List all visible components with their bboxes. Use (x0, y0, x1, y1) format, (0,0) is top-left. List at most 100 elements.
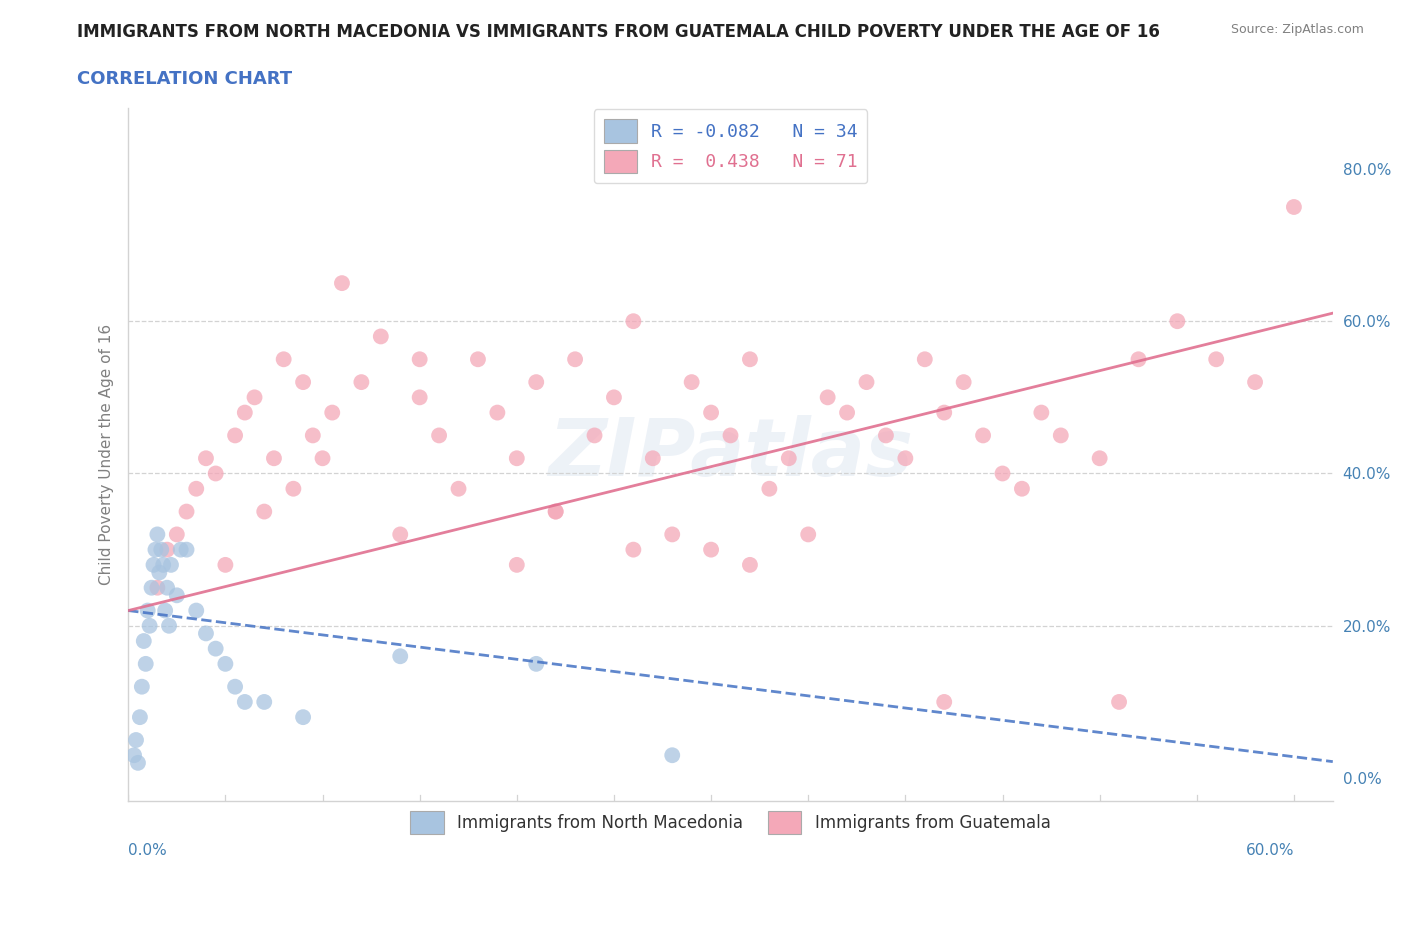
Point (160, 557, 183, 572)
Point (330, 275, 353, 290)
Point (176, 542, 198, 557)
Point (661, 748, 683, 763)
Point (176, 504, 198, 519)
Point (621, 542, 644, 557)
Point (204, 466, 226, 481)
Point (166, 527, 188, 542)
Point (700, 542, 723, 557)
Point (408, 390, 430, 405)
Point (603, 390, 626, 405)
Point (214, 557, 236, 572)
Point (170, 542, 193, 557)
Point (311, 451, 333, 466)
Point (1205, 352, 1227, 366)
Point (131, 679, 153, 694)
Point (681, 375, 703, 390)
Point (778, 451, 800, 466)
Point (1088, 451, 1111, 466)
Point (1031, 405, 1053, 420)
Point (894, 451, 917, 466)
Point (1128, 352, 1150, 366)
Point (204, 641, 226, 656)
Point (855, 375, 877, 390)
Point (506, 557, 529, 572)
Text: CORRELATION CHART: CORRELATION CHART (77, 70, 292, 87)
Point (194, 451, 217, 466)
Point (194, 626, 217, 641)
Point (141, 580, 163, 595)
Point (132, 633, 155, 648)
Point (486, 405, 509, 420)
Point (952, 375, 974, 390)
Point (583, 428, 606, 443)
Point (136, 604, 159, 618)
Point (292, 375, 315, 390)
Point (321, 405, 343, 420)
Point (146, 580, 169, 595)
Point (370, 329, 392, 344)
Point (166, 588, 188, 603)
Point (389, 649, 412, 664)
Text: Source: ZipAtlas.com: Source: ZipAtlas.com (1230, 23, 1364, 36)
Point (152, 557, 174, 572)
Point (544, 504, 567, 519)
Point (186, 482, 208, 497)
Point (621, 313, 644, 328)
Point (797, 527, 820, 542)
Point (524, 657, 547, 671)
Point (467, 352, 489, 366)
Point (835, 405, 858, 420)
Point (301, 428, 323, 443)
Point (447, 482, 470, 497)
Point (273, 352, 295, 366)
Y-axis label: Child Poverty Under the Age of 16: Child Poverty Under the Age of 16 (100, 324, 114, 585)
Point (875, 428, 897, 443)
Point (156, 542, 179, 557)
Point (544, 504, 567, 519)
Point (817, 390, 839, 405)
Point (408, 352, 430, 366)
Point (661, 527, 683, 542)
Point (186, 604, 208, 618)
Point (153, 604, 176, 618)
Point (720, 428, 742, 443)
Text: ZIPatlas: ZIPatlas (548, 416, 912, 494)
Point (1011, 482, 1033, 497)
Point (135, 657, 157, 671)
Point (972, 428, 994, 443)
Point (506, 451, 529, 466)
Point (224, 679, 246, 694)
Point (389, 527, 412, 542)
Legend: Immigrants from North Macedonia, Immigrants from Guatemala: Immigrants from North Macedonia, Immigra… (404, 804, 1057, 841)
Point (641, 451, 664, 466)
Point (253, 695, 276, 710)
Point (292, 710, 315, 724)
Point (145, 542, 167, 557)
Point (243, 390, 266, 405)
Point (991, 466, 1014, 481)
Point (914, 352, 936, 366)
Point (427, 428, 450, 443)
Point (125, 733, 148, 748)
Point (214, 657, 236, 671)
Point (142, 557, 165, 572)
Point (148, 565, 170, 580)
Point (150, 542, 173, 557)
Point (157, 618, 180, 633)
Point (156, 580, 179, 595)
Point (146, 527, 169, 542)
Point (127, 755, 149, 770)
Point (934, 405, 956, 420)
Point (738, 557, 761, 572)
Point (564, 352, 586, 366)
Point (350, 375, 373, 390)
Point (700, 405, 723, 420)
Point (934, 695, 956, 710)
Point (1244, 375, 1267, 390)
Text: 0.0%: 0.0% (128, 843, 167, 857)
Point (1282, 200, 1305, 215)
Point (283, 482, 305, 497)
Point (233, 695, 256, 710)
Point (758, 482, 780, 497)
Text: IMMIGRANTS FROM NORTH MACEDONIA VS IMMIGRANTS FROM GUATEMALA CHILD POVERTY UNDER: IMMIGRANTS FROM NORTH MACEDONIA VS IMMIG… (77, 23, 1160, 41)
